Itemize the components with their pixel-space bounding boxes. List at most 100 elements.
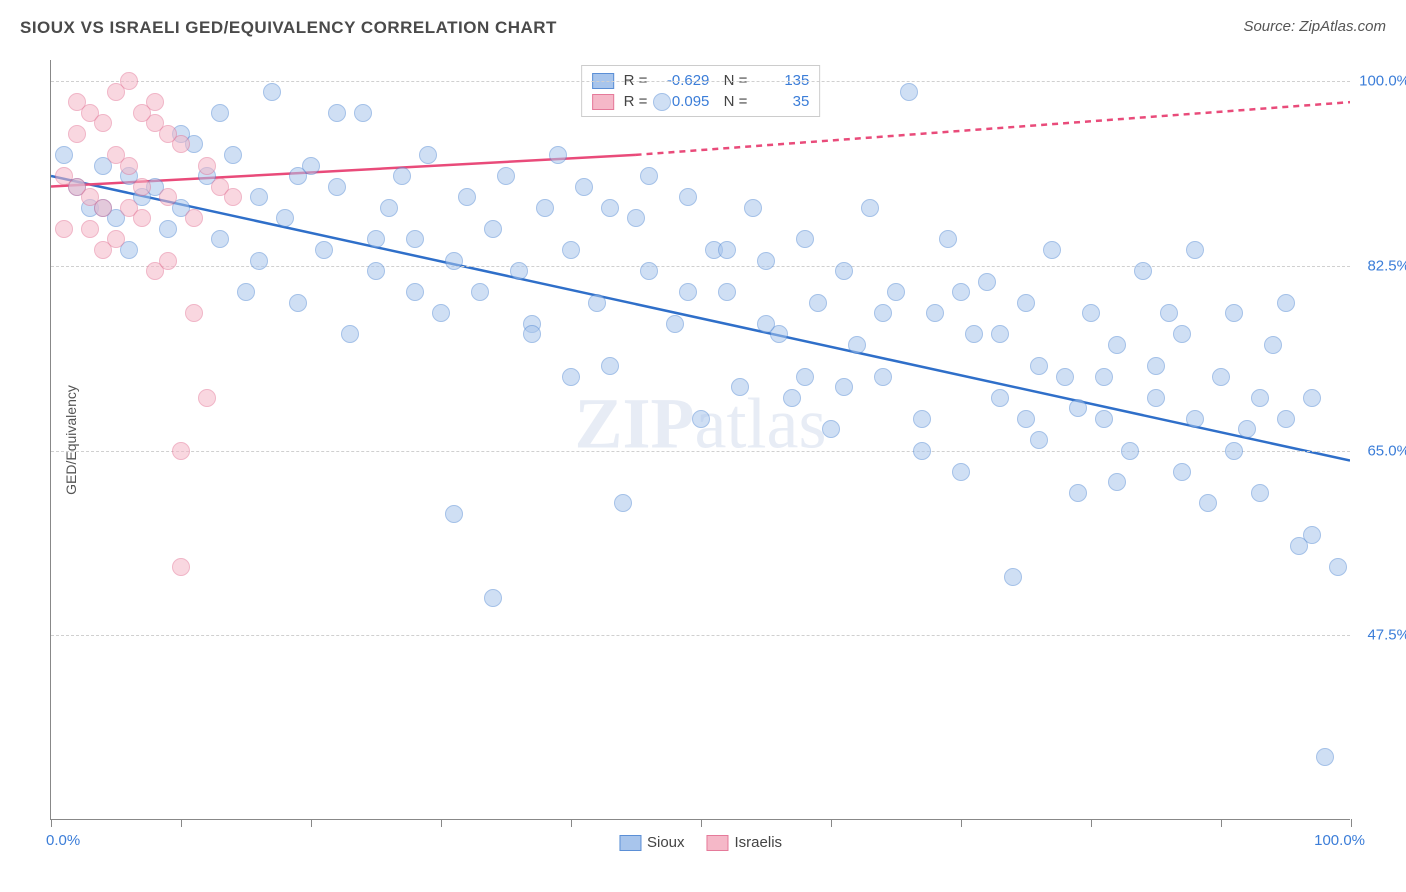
data-point: [783, 389, 801, 407]
y-tick-label: 47.5%: [1367, 627, 1406, 644]
data-point: [718, 283, 736, 301]
chart-container: SIOUX VS ISRAELI GED/EQUIVALENCY CORRELA…: [0, 0, 1406, 892]
legend-swatch: [619, 835, 641, 851]
y-tick-label: 82.5%: [1367, 257, 1406, 274]
data-point: [289, 167, 307, 185]
x-tick: [701, 819, 702, 827]
y-tick-label: 65.0%: [1367, 442, 1406, 459]
legend-label: Israelis: [735, 834, 783, 851]
regression-lines: [51, 60, 1350, 819]
data-point: [484, 589, 502, 607]
data-point: [1277, 294, 1295, 312]
plot-area: GED/Equivalency ZIPatlas R =-0.629 N =13…: [50, 60, 1350, 820]
data-point: [679, 188, 697, 206]
data-point: [900, 83, 918, 101]
data-point: [1238, 420, 1256, 438]
data-point: [796, 368, 814, 386]
x-tick: [311, 819, 312, 827]
data-point: [328, 178, 346, 196]
data-point: [1316, 748, 1334, 766]
stats-row: R =0.095 N =35: [592, 91, 810, 112]
data-point: [432, 304, 450, 322]
data-point: [1095, 410, 1113, 428]
data-point: [887, 283, 905, 301]
legend-item: Israelis: [707, 834, 783, 851]
data-point: [81, 220, 99, 238]
data-point: [926, 304, 944, 322]
y-axis-label: GED/Equivalency: [63, 385, 79, 495]
data-point: [601, 199, 619, 217]
data-point: [146, 93, 164, 111]
data-point: [1095, 368, 1113, 386]
data-point: [666, 315, 684, 333]
data-point: [718, 241, 736, 259]
data-point: [328, 104, 346, 122]
data-point: [1186, 241, 1204, 259]
data-point: [731, 378, 749, 396]
data-point: [510, 262, 528, 280]
x-tick: [181, 819, 182, 827]
x-tick: [441, 819, 442, 827]
data-point: [978, 273, 996, 291]
data-point: [159, 252, 177, 270]
x-tick: [1221, 819, 1222, 827]
data-point: [1069, 399, 1087, 417]
data-point: [1173, 325, 1191, 343]
data-point: [68, 93, 86, 111]
data-point: [484, 220, 502, 238]
data-point: [185, 209, 203, 227]
data-point: [276, 209, 294, 227]
data-point: [250, 252, 268, 270]
data-point: [107, 230, 125, 248]
data-point: [640, 262, 658, 280]
data-point: [549, 146, 567, 164]
data-point: [341, 325, 359, 343]
x-tick: [51, 819, 52, 827]
data-point: [354, 104, 372, 122]
data-point: [159, 125, 177, 143]
data-point: [419, 146, 437, 164]
data-point: [367, 262, 385, 280]
gridline: [51, 635, 1350, 636]
data-point: [1212, 368, 1230, 386]
data-point: [1134, 262, 1152, 280]
data-point: [107, 146, 125, 164]
gridline: [51, 451, 1350, 452]
data-point: [1303, 526, 1321, 544]
data-point: [393, 167, 411, 185]
data-point: [1069, 484, 1087, 502]
data-point: [1147, 357, 1165, 375]
data-point: [523, 325, 541, 343]
data-point: [133, 209, 151, 227]
stat-n-value: 35: [757, 93, 809, 110]
data-point: [965, 325, 983, 343]
data-point: [991, 389, 1009, 407]
data-point: [458, 188, 476, 206]
data-point: [1225, 304, 1243, 322]
data-point: [835, 378, 853, 396]
stat-r-label: R =: [624, 93, 648, 110]
data-point: [120, 72, 138, 90]
data-point: [406, 283, 424, 301]
data-point: [471, 283, 489, 301]
x-axis-start: 0.0%: [46, 832, 80, 849]
data-point: [913, 442, 931, 460]
data-point: [640, 167, 658, 185]
data-point: [159, 220, 177, 238]
header: SIOUX VS ISRAELI GED/EQUIVALENCY CORRELA…: [20, 18, 1386, 48]
data-point: [653, 93, 671, 111]
data-point: [211, 104, 229, 122]
data-point: [1147, 389, 1165, 407]
data-point: [822, 420, 840, 438]
data-point: [913, 410, 931, 428]
data-point: [757, 315, 775, 333]
data-point: [1108, 336, 1126, 354]
legend-swatch: [592, 94, 614, 110]
data-point: [224, 188, 242, 206]
x-axis-end: 100.0%: [1314, 832, 1365, 849]
data-point: [55, 146, 73, 164]
data-point: [627, 209, 645, 227]
data-point: [1186, 410, 1204, 428]
data-point: [601, 357, 619, 375]
data-point: [1017, 294, 1035, 312]
